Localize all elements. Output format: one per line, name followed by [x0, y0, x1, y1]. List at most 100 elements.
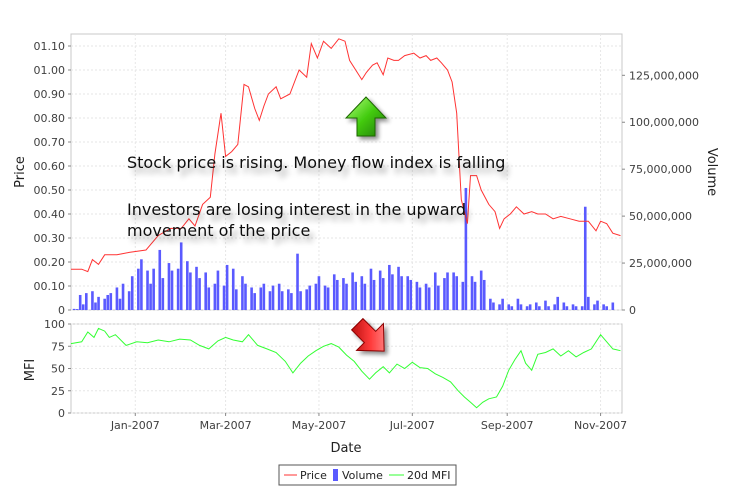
volume-bar	[137, 268, 140, 310]
volume-bar	[409, 279, 413, 310]
volume-tick-label: 0	[629, 304, 636, 317]
volume-bar	[195, 266, 198, 310]
mfi-tick-label: 75	[51, 340, 65, 353]
volume-bar	[498, 304, 501, 310]
volume-bar	[544, 300, 547, 310]
volume-bar	[571, 304, 575, 310]
volume-bar	[580, 306, 584, 310]
price-tick-label: 00.50	[34, 184, 66, 197]
volume-bar	[538, 306, 541, 310]
volume-bar	[378, 270, 382, 310]
volume-bar	[602, 304, 605, 310]
volume-bar	[103, 298, 106, 310]
volume-bar	[593, 304, 596, 310]
annotation-group: Stock price is rising. Money flow index …	[127, 153, 505, 240]
volume-bar	[605, 306, 608, 310]
legend-box	[278, 464, 457, 486]
volume-bar	[158, 249, 162, 310]
volume-bar	[525, 306, 529, 310]
volume-bar	[94, 302, 97, 310]
volume-bar	[406, 276, 410, 310]
mfi-tick-label: 50	[51, 363, 65, 376]
volume-bar	[85, 293, 88, 310]
volume-bar	[473, 281, 477, 310]
volume-bar	[290, 293, 293, 310]
annotation-line-1: Stock price is rising. Money flow index …	[127, 153, 505, 172]
volume-bar	[369, 268, 373, 310]
volume-bar	[81, 304, 85, 310]
volume-bar	[277, 283, 281, 310]
volume-bar	[326, 287, 330, 310]
price-tick-label: 00.80	[34, 112, 66, 125]
volume-bar	[342, 278, 345, 310]
volume-bar	[91, 291, 94, 310]
volume-bar	[332, 274, 336, 310]
volume-bar	[152, 268, 155, 310]
mfi-tick-label: 100	[44, 318, 65, 331]
mfi-tick-label: 25	[51, 385, 65, 398]
volume-bar	[336, 279, 339, 310]
volume-bar	[170, 270, 174, 310]
volume-bar	[97, 296, 100, 310]
mfi-line-group	[70, 327, 621, 409]
price-tick-label: 00.40	[34, 208, 66, 221]
volume-bar	[299, 291, 302, 310]
volume-bar	[553, 304, 556, 310]
volume-bar	[225, 264, 229, 310]
volume-bar	[118, 298, 122, 310]
volume-bar	[75, 309, 79, 310]
volume-bar	[424, 283, 428, 310]
volume-bar	[72, 308, 76, 310]
gridlines	[71, 34, 622, 414]
mfi-tick-label: 0	[58, 407, 65, 420]
price-line	[71, 38, 621, 273]
legend-mfi-label: 20d MFI	[407, 469, 451, 482]
volume-bar	[317, 276, 321, 310]
volume-bar	[253, 293, 256, 310]
volume-bar	[562, 302, 566, 310]
volume-bar	[501, 298, 504, 310]
volume-bar	[216, 270, 220, 310]
price-tick-label: 00.20	[34, 256, 66, 269]
volume-bar	[287, 289, 290, 310]
up-arrow-icon	[344, 96, 388, 137]
volume-tick-label: 125,000,000	[629, 69, 699, 82]
volume-bar	[381, 278, 385, 310]
price-plot-area	[70, 33, 623, 311]
volume-tick-label: 100,000,000	[629, 116, 699, 129]
volume-bar	[189, 272, 192, 310]
volume-bar	[198, 278, 201, 310]
volume-bar	[479, 270, 483, 310]
volume-bar	[452, 272, 455, 310]
volume-bar	[213, 283, 217, 310]
volume-bar	[391, 274, 394, 310]
volume-bar	[127, 291, 131, 310]
volume-bar	[354, 281, 357, 310]
volume-bar	[528, 304, 532, 310]
volume-bar	[611, 302, 615, 310]
volume-bar	[296, 253, 299, 310]
volume-bar	[130, 276, 134, 310]
volume-bar	[565, 306, 569, 310]
price-axis: 0 00.10 00.20 00.30 00.40 00.50 00.60 00.70 00.8…	[34, 40, 71, 317]
volume-bar	[461, 281, 465, 310]
volume-bar	[314, 283, 318, 310]
volume-bar	[351, 272, 354, 310]
volume-bar	[446, 272, 449, 310]
volume-bar	[186, 261, 189, 310]
volume-tick-label: 50,000,000	[629, 210, 692, 223]
volume-tick-label: 75,000,000	[629, 163, 692, 176]
date-tick-label: Mar-2007	[200, 419, 252, 432]
volume-bar	[363, 283, 367, 310]
volume-bar	[167, 263, 171, 310]
volume-bar	[140, 259, 143, 310]
price-tick-label: 00.30	[34, 232, 66, 245]
price-tick-label: 01.10	[34, 40, 66, 53]
volume-bar	[360, 276, 364, 310]
volume-bar	[262, 283, 266, 310]
volume-bar	[250, 287, 253, 310]
date-tick-label: Nov-2007	[574, 419, 627, 432]
volume-bar	[482, 279, 486, 310]
volume-bar	[345, 283, 348, 310]
